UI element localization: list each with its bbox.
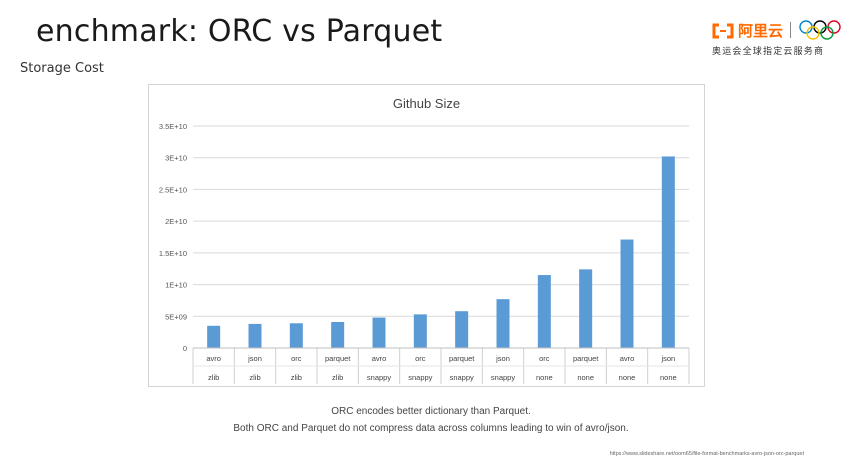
x-compression-label: snappy (408, 373, 432, 382)
y-tick-label: 0 (183, 344, 187, 353)
x-compression-label: zlib (208, 373, 219, 382)
chart-container: Github Size 0 5E+09 1E+10 1.5E+10 2E+10 2.5E+… (148, 84, 705, 387)
x-compression-label: zlib (249, 373, 260, 382)
x-category-label: avro (372, 354, 387, 363)
x-category-label: json (247, 354, 262, 363)
bar (289, 323, 303, 348)
bar (579, 269, 593, 348)
y-tick-label: 1E+10 (165, 281, 187, 290)
bar (413, 314, 427, 348)
x-category-label: json (660, 354, 675, 363)
section-label: Storage Cost (20, 61, 104, 76)
bar (620, 239, 634, 348)
x-category-label: json (495, 354, 510, 363)
bar (496, 299, 510, 348)
bar (372, 317, 386, 348)
x-category-label: orc (291, 354, 302, 363)
logo-tagline: 奥运会全球指定云服务商 (712, 46, 825, 56)
x-compression-label: none (619, 373, 636, 382)
bar (248, 323, 262, 348)
x-category-label: parquet (449, 354, 475, 363)
x-category-label: parquet (573, 354, 599, 363)
x-compression-label: snappy (450, 373, 474, 382)
bar (455, 311, 469, 348)
x-category-label: parquet (325, 354, 351, 363)
x-compression-label: none (660, 373, 677, 382)
x-compression-label: zlib (291, 373, 302, 382)
caption-line-1: ORC encodes better dictionary than Parqu… (331, 406, 531, 417)
y-tick-label: 1.5E+10 (159, 249, 187, 258)
caption-line-2: Both ORC and Parquet do not compress dat… (233, 423, 629, 434)
bar (331, 321, 345, 348)
x-category-label: orc (415, 354, 426, 363)
olympic-rings-icon (799, 20, 841, 40)
y-tick-label: 3E+10 (165, 154, 187, 163)
source-link[interactable]: https://www.slideshare.net/oom65/file-fo… (609, 451, 804, 457)
slide-title: enchmark: ORC vs Parquet (36, 14, 443, 49)
bar (537, 275, 551, 348)
bar (207, 325, 221, 348)
x-category-label: orc (539, 354, 550, 363)
x-category-label: avro (620, 354, 635, 363)
x-category-label: avro (206, 354, 221, 363)
logo-separator (790, 22, 791, 38)
logo-text: 阿里云 (738, 23, 784, 40)
bar-chart: 0 5E+09 1E+10 1.5E+10 2E+10 2.5E+10 3E+10 3.5E+… (159, 122, 690, 384)
company-logo: 阿里云 奥运会全球指定云服务商 (712, 20, 842, 62)
y-tick-label: 2.5E+10 (159, 185, 187, 194)
y-tick-label: 3.5E+10 (159, 122, 187, 131)
chart-title: Github Size (392, 96, 461, 111)
x-compression-label: snappy (491, 373, 515, 382)
x-compression-label: none (577, 373, 594, 382)
logo-brand: 阿里云 (712, 20, 783, 41)
x-compression-label: snappy (367, 373, 391, 382)
x-compression-label: zlib (332, 373, 343, 382)
y-tick-label: 5E+09 (165, 312, 187, 321)
cloud-brackets-icon (712, 23, 734, 38)
y-tick-label: 2E+10 (165, 217, 187, 226)
x-compression-label: none (536, 373, 553, 382)
bar (661, 156, 675, 348)
